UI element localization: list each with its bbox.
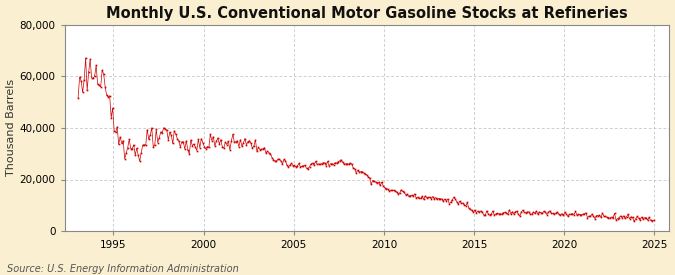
Title: Monthly U.S. Conventional Motor Gasoline Stocks at Refineries: Monthly U.S. Conventional Motor Gasoline… — [106, 6, 628, 21]
Y-axis label: Thousand Barrels: Thousand Barrels — [5, 79, 16, 176]
Text: Source: U.S. Energy Information Administration: Source: U.S. Energy Information Administ… — [7, 264, 238, 274]
